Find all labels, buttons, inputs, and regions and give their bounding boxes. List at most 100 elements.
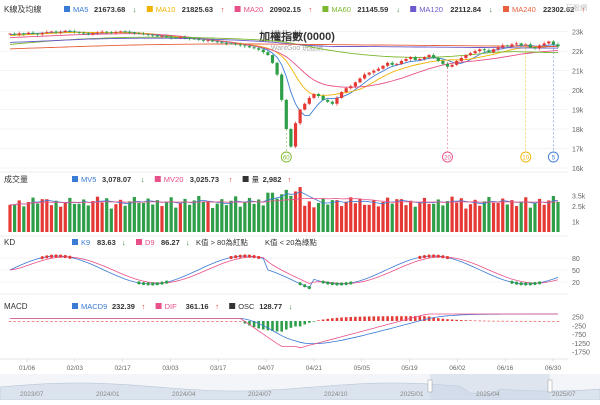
kd-red-dot xyxy=(441,255,445,259)
legend-arrow: ↓ xyxy=(186,238,190,247)
legend-swatch xyxy=(234,6,241,12)
legend-arrow: ↑ xyxy=(229,175,233,184)
volume-bar xyxy=(215,203,219,232)
volume-bar xyxy=(137,202,141,232)
candle xyxy=(404,58,408,61)
kd-red-dot xyxy=(40,256,44,260)
ma-line-ma240 xyxy=(9,43,558,50)
osc-bar xyxy=(50,321,53,322)
volume-bar xyxy=(482,201,486,232)
candle xyxy=(72,31,77,33)
legend-arrow: ↑ xyxy=(308,5,312,14)
candle xyxy=(335,97,339,104)
volume-bar xyxy=(187,204,192,232)
kd-red-dot xyxy=(243,254,247,258)
volume-bar xyxy=(247,197,252,232)
candle xyxy=(82,32,86,34)
volume-bar xyxy=(505,204,509,232)
marker-label: 10 xyxy=(522,156,529,162)
volume-bar xyxy=(234,196,238,232)
osc-bar xyxy=(529,320,532,322)
osc-bar xyxy=(82,321,85,322)
candle xyxy=(496,47,500,50)
osc-bar xyxy=(91,321,95,322)
candle xyxy=(224,42,229,44)
candle xyxy=(445,63,450,67)
volume-bar xyxy=(491,202,496,232)
kd-red-dot xyxy=(436,254,440,258)
marker-circle xyxy=(547,151,559,163)
osc-bar xyxy=(96,321,99,322)
candle xyxy=(390,62,394,65)
navigator[interactable]: 2023/07 2024/01 2024/04 2024/07 2024/10 2025/… xyxy=(0,374,600,401)
candle xyxy=(482,49,486,51)
candle xyxy=(487,50,491,53)
volume-bar xyxy=(211,207,215,232)
volume-bar xyxy=(298,187,302,232)
osc-bar xyxy=(160,321,164,322)
navigator-handle-left[interactable] xyxy=(427,379,433,393)
osc-bar xyxy=(156,321,159,322)
candle xyxy=(178,37,182,38)
candle xyxy=(45,32,49,34)
y-tick-label: 19k xyxy=(572,108,584,115)
candle xyxy=(326,99,330,102)
legend-value: 22302.62 xyxy=(543,5,574,14)
k-line xyxy=(9,255,559,289)
volume-bar xyxy=(381,201,385,232)
osc-bar xyxy=(483,320,486,322)
candle xyxy=(455,60,459,65)
x-tick-label: 05/19 xyxy=(401,365,418,372)
macd-label: MACD xyxy=(4,302,28,311)
osc-bar xyxy=(308,321,311,323)
marker-label: 20 xyxy=(444,156,451,162)
candle xyxy=(187,37,192,39)
kd-green-dot xyxy=(326,281,330,285)
osc-bar xyxy=(367,316,371,321)
navigator-handle-right[interactable] xyxy=(547,379,553,393)
volume-bar xyxy=(293,191,298,232)
candle xyxy=(418,58,422,60)
legend-arrow: ↓ xyxy=(133,5,137,14)
kd-green-dot xyxy=(164,280,169,284)
osc-bar xyxy=(363,316,366,321)
y-tick-label: -750 xyxy=(572,332,586,339)
candle xyxy=(118,31,123,33)
volume-bar xyxy=(141,202,146,232)
y-tick-label: 20 xyxy=(572,280,580,287)
legend-label: MV5 xyxy=(81,175,96,184)
kd-green-dot xyxy=(514,281,519,285)
volume-bar xyxy=(441,205,445,232)
osc-bar xyxy=(63,321,67,322)
navigator-selection[interactable] xyxy=(430,374,550,400)
volume-bar xyxy=(303,205,307,232)
legend-arrow: ↓ xyxy=(396,5,400,14)
x-tick-label: 05/05 xyxy=(354,365,371,372)
osc-bar xyxy=(354,316,357,321)
osc-bar xyxy=(303,321,307,325)
osc-bar xyxy=(215,321,219,322)
candle xyxy=(547,41,551,44)
volume-bar xyxy=(284,189,288,232)
volume-bar xyxy=(82,199,86,232)
legend-swatch xyxy=(72,176,78,182)
candle xyxy=(109,32,113,34)
candle xyxy=(409,57,413,59)
osc-bar xyxy=(317,320,320,321)
volume-bar xyxy=(353,203,357,232)
volume-bar xyxy=(280,194,284,232)
volume-bar xyxy=(220,199,224,232)
candle xyxy=(114,32,118,33)
volume-bar xyxy=(8,204,12,232)
candle xyxy=(247,46,252,48)
osc-bar xyxy=(404,316,408,321)
osc-bar xyxy=(501,320,505,322)
volume-bar xyxy=(59,206,63,232)
osc-bar xyxy=(496,320,500,322)
volume-bar xyxy=(501,198,505,232)
osc-bar xyxy=(114,321,118,322)
volume-label: 成交量 xyxy=(4,174,28,184)
candle xyxy=(174,37,178,39)
legend-label: 量 xyxy=(252,175,260,184)
osc-bar xyxy=(77,321,81,322)
